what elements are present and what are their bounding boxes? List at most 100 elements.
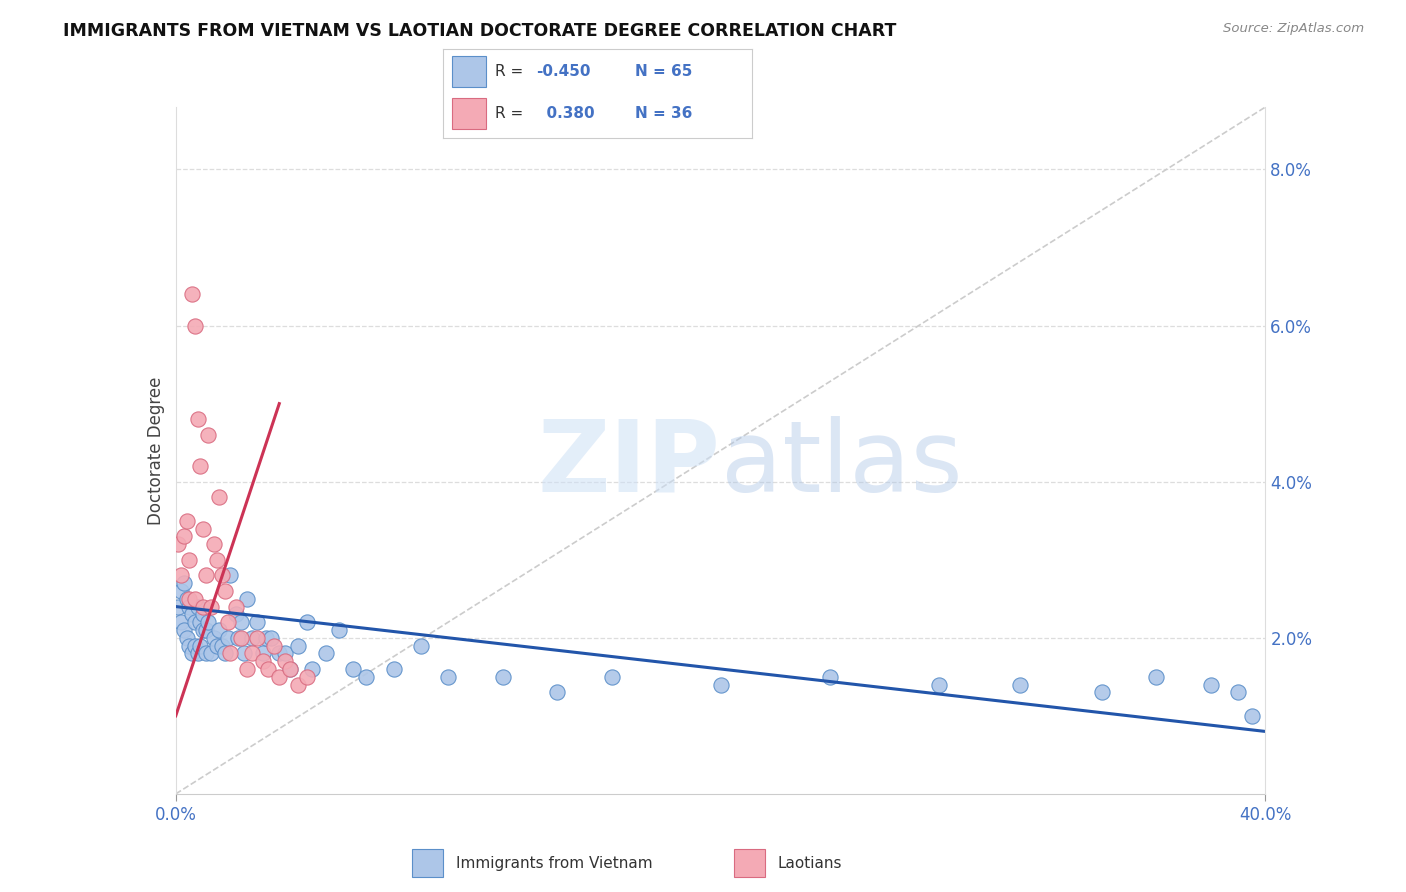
Point <box>252 654 274 668</box>
Point <box>200 646 222 660</box>
Point <box>1199 678 1222 692</box>
Point <box>214 646 236 660</box>
FancyBboxPatch shape <box>412 849 443 877</box>
Point <box>176 591 198 606</box>
Text: R =: R = <box>495 106 529 121</box>
Point <box>1091 685 1114 699</box>
Point <box>208 623 231 637</box>
Point <box>328 623 350 637</box>
Point <box>194 646 217 660</box>
Point <box>188 458 211 473</box>
Point <box>179 552 201 567</box>
Point <box>287 678 309 692</box>
Point <box>191 607 214 622</box>
Point <box>181 607 204 622</box>
Point <box>240 631 263 645</box>
Point <box>818 670 841 684</box>
Point <box>231 615 253 630</box>
Point <box>257 662 280 676</box>
Point <box>173 623 195 637</box>
Point <box>710 678 733 692</box>
Point <box>235 662 257 676</box>
Point <box>167 537 190 551</box>
Point <box>263 639 285 653</box>
Point <box>181 287 204 301</box>
Text: Immigrants from Vietnam: Immigrants from Vietnam <box>456 855 652 871</box>
Point <box>184 615 207 630</box>
FancyBboxPatch shape <box>734 849 765 877</box>
Point <box>191 623 214 637</box>
Point <box>208 490 231 504</box>
Point <box>188 639 211 653</box>
Point <box>176 514 198 528</box>
Point <box>176 631 198 645</box>
Point <box>600 670 623 684</box>
Point <box>191 599 214 614</box>
Point <box>274 654 297 668</box>
Point <box>205 552 228 567</box>
Point <box>170 568 193 582</box>
Point <box>231 631 253 645</box>
Point <box>197 427 219 442</box>
Text: -0.450: -0.450 <box>536 64 591 79</box>
Point <box>184 318 207 333</box>
Point <box>246 615 269 630</box>
Point <box>205 639 228 653</box>
Point <box>179 599 201 614</box>
Point <box>269 670 291 684</box>
Point <box>315 646 337 660</box>
Point <box>269 646 291 660</box>
Point <box>211 639 233 653</box>
Point <box>194 568 217 582</box>
Text: N = 36: N = 36 <box>634 106 692 121</box>
Point <box>181 646 204 660</box>
Point <box>252 646 274 660</box>
Point <box>214 583 236 598</box>
Text: N = 65: N = 65 <box>634 64 692 79</box>
Point <box>197 615 219 630</box>
Point <box>1227 685 1250 699</box>
Point <box>184 591 207 606</box>
Point <box>179 591 201 606</box>
Point <box>170 615 193 630</box>
Point <box>492 670 515 684</box>
Point <box>184 639 207 653</box>
Point <box>219 646 242 660</box>
Point <box>173 529 195 543</box>
Text: Laotians: Laotians <box>778 855 842 871</box>
Point <box>188 615 211 630</box>
Point <box>186 412 209 426</box>
Point <box>194 623 217 637</box>
Point <box>235 591 257 606</box>
Point <box>240 646 263 660</box>
Point <box>1240 708 1263 723</box>
Point <box>301 662 323 676</box>
Point <box>342 662 364 676</box>
Point <box>254 631 277 645</box>
Point <box>225 607 247 622</box>
Text: IMMIGRANTS FROM VIETNAM VS LAOTIAN DOCTORATE DEGREE CORRELATION CHART: IMMIGRANTS FROM VIETNAM VS LAOTIAN DOCTO… <box>63 22 897 40</box>
Point <box>173 576 195 591</box>
FancyBboxPatch shape <box>453 56 486 87</box>
Point <box>356 670 378 684</box>
Point <box>217 615 239 630</box>
Point <box>167 599 190 614</box>
Point <box>928 678 950 692</box>
Point <box>232 646 254 660</box>
Point <box>278 662 301 676</box>
Point <box>200 599 222 614</box>
Point <box>211 568 233 582</box>
Point <box>186 599 209 614</box>
Point <box>202 537 225 551</box>
Point <box>225 599 247 614</box>
Point <box>246 631 269 645</box>
Text: atlas: atlas <box>721 416 962 513</box>
Point <box>202 631 225 645</box>
Point <box>274 646 297 660</box>
Point <box>409 639 432 653</box>
Point <box>217 631 239 645</box>
Text: Source: ZipAtlas.com: Source: ZipAtlas.com <box>1223 22 1364 36</box>
Point <box>295 670 318 684</box>
Point <box>287 639 309 653</box>
Point <box>1144 670 1167 684</box>
